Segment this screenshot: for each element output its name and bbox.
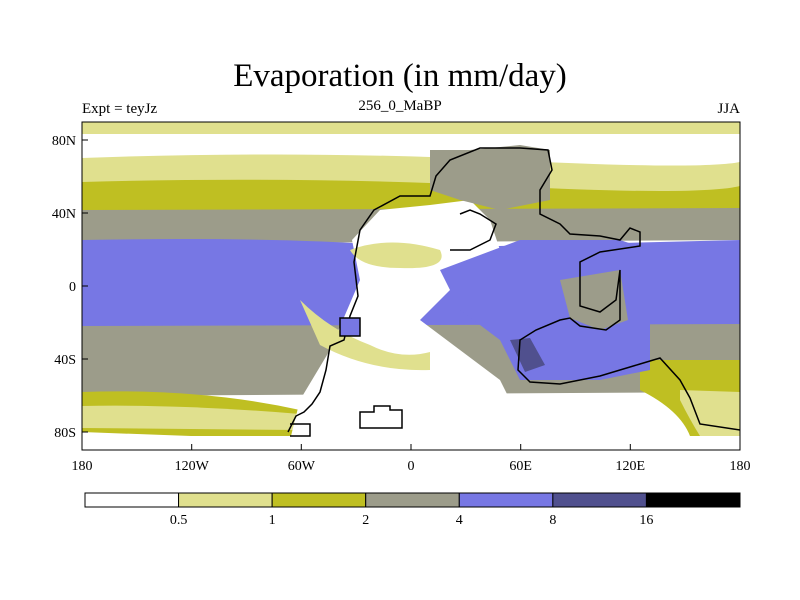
time-label: 256_0_MaBP [358,98,442,114]
pangea-interior [290,200,560,440]
lon-tick-label: 0 [408,459,415,474]
colorbar-swatch [271,492,367,508]
lon-tick-label: 180 [72,459,93,474]
island-west [339,317,361,337]
band-north-pole [82,122,740,134]
band-south-light-east [680,390,740,436]
band-south-pole [82,436,740,450]
eastern-landmass [560,270,628,330]
colorbar-swatch [552,492,647,508]
southern-dry-belt [300,300,430,371]
coast-fragment [290,423,311,437]
lat-tick-label: 0 [69,280,76,295]
colorbar-label: 16 [639,513,653,528]
lat-axis: 80N 40N 0 40S 80S [52,134,88,441]
northern-landmass [430,145,550,210]
coastline [287,147,740,433]
lon-axis: 180 120W 60W 0 60E 120E 180 [72,444,751,474]
colorbar-swatch [645,492,741,508]
colorbar: 0.5 1 2 4 8 16 [84,492,741,528]
colorbar-label: 4 [456,513,463,528]
lat-tick-label: 40S [54,353,76,368]
colorbar-label: 1 [269,513,276,528]
interior-dry-zone [350,242,442,269]
lat-tick-label: 80N [52,134,76,149]
lon-tick-label: 180 [730,459,751,474]
colorbar-swatch [458,492,554,508]
high-evaporation-patch [510,338,545,372]
colorbar-label: 0.5 [170,513,188,528]
evaporation-map [82,122,740,450]
experiment-label: Expt = teyJz [82,101,158,117]
colorbar-swatch [178,492,273,508]
page-title: Evaporation (in mm/day) [233,58,567,94]
band-south-light-west [82,405,300,430]
island-south [359,405,403,429]
lat-tick-label: 40N [52,207,76,222]
colorbar-label: 2 [362,513,369,528]
lat-tick-label: 80S [54,426,76,441]
lon-tick-label: 120W [175,459,210,474]
lon-tick-label: 120E [616,459,646,474]
season-label: JJA [717,101,740,117]
lon-tick-label: 60W [288,459,316,474]
colorbar-label: 8 [549,513,556,528]
coastline-inner [450,209,497,251]
colorbar-swatch [365,492,460,508]
lon-tick-label: 60E [509,459,532,474]
colorbar-swatch [84,492,180,508]
